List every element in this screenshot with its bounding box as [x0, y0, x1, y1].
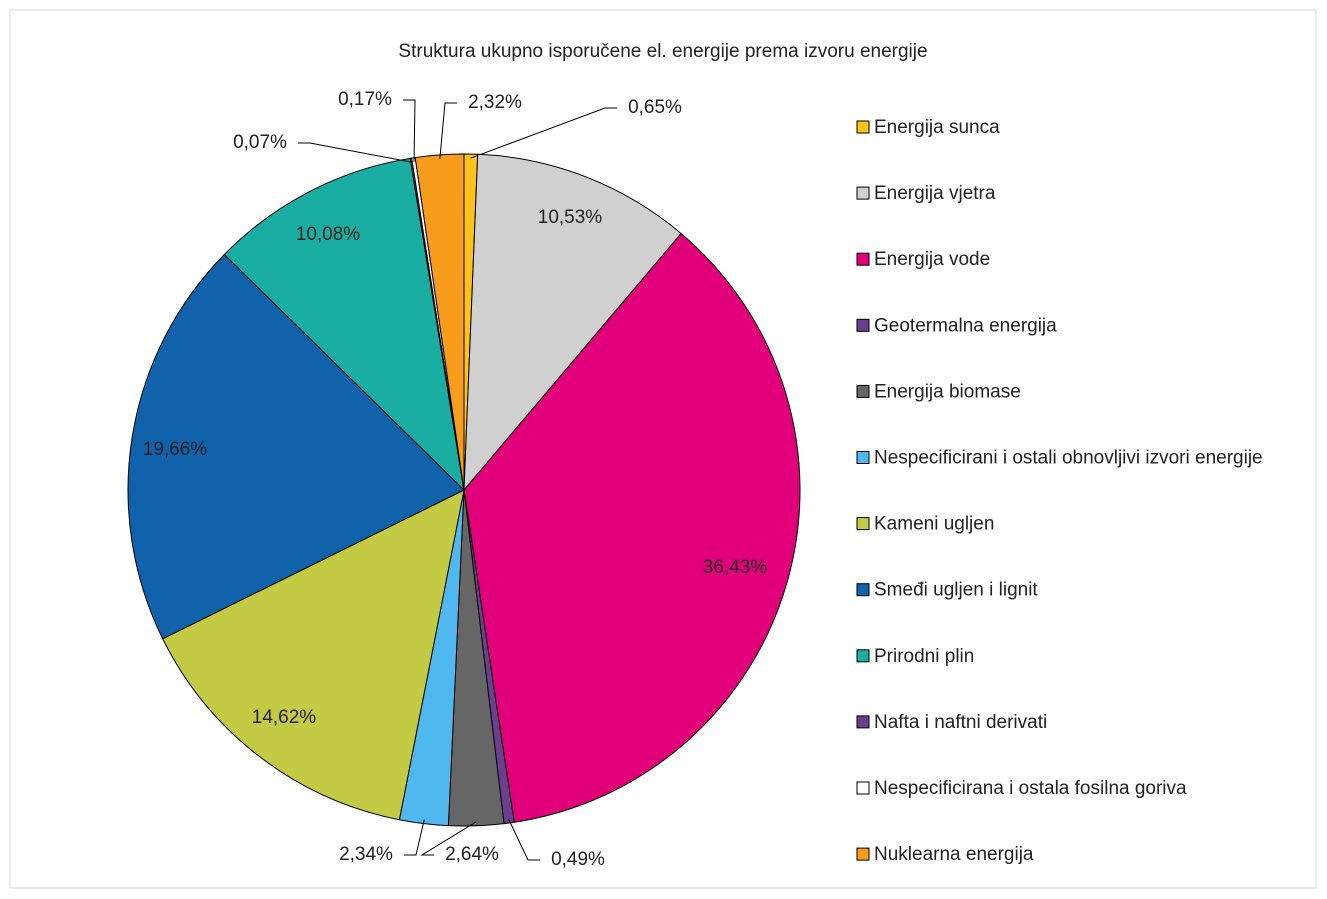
legend-label: Energija biomase	[874, 381, 1021, 402]
legend-label: Energija vjetra	[874, 183, 996, 204]
leader-line	[508, 818, 540, 861]
data-label: 19,66%	[143, 439, 208, 460]
data-label: 36,43%	[703, 557, 768, 578]
data-label: 2,64%	[445, 844, 499, 865]
legend-swatch	[856, 451, 870, 464]
pie-slice	[463, 153, 682, 492]
legend-label: Energija vode	[874, 249, 990, 270]
leader-line	[404, 819, 425, 856]
data-label: 10,53%	[538, 207, 603, 228]
legend-label: Geotermalna energija	[874, 315, 1057, 336]
pie-slice	[127, 253, 465, 640]
leader-line	[439, 102, 457, 159]
pie-slice	[223, 157, 465, 492]
legend-label: Nespecificirani i ostali obnovljivi izvo…	[874, 448, 1263, 469]
legend-swatch	[856, 781, 870, 795]
data-label: 2,32%	[468, 92, 522, 113]
pie-slice	[414, 153, 465, 491]
legend-label: Nuklearna energija	[874, 844, 1034, 865]
legend-label: Energija sunca	[874, 117, 1000, 138]
data-label: 10,08%	[296, 224, 361, 245]
leader-line	[298, 142, 412, 163]
data-label: 2,34%	[339, 844, 393, 865]
legend-swatch	[856, 384, 870, 398]
legend-swatch	[856, 186, 870, 200]
data-label: 0,49%	[551, 849, 605, 870]
legend-label: Nespecificirana i ostala fosilna goriva	[874, 778, 1187, 799]
legend-label: Prirodni plin	[874, 646, 974, 667]
legend-label: Smeđi ugljen i lignit	[874, 580, 1038, 601]
pie-slice	[463, 232, 801, 823]
leader-line	[420, 821, 477, 856]
leader-line	[403, 99, 416, 162]
data-label: 0,07%	[233, 132, 287, 153]
legend-swatch	[856, 120, 870, 134]
chart-title: Struktura ukupno isporučene el. energije…	[398, 41, 927, 62]
legend-swatch	[856, 715, 870, 729]
legend-swatch	[856, 583, 870, 597]
data-label: 0,65%	[628, 97, 682, 118]
data-label: 14,62%	[252, 707, 317, 728]
legend-swatch	[856, 649, 870, 663]
legend-label: Kameni ugljen	[874, 514, 994, 535]
data-label: 0,17%	[338, 89, 392, 110]
leader-line	[470, 107, 617, 159]
pie-slice	[162, 489, 465, 821]
legend-swatch	[856, 252, 870, 266]
legend-swatch	[856, 847, 870, 861]
legend-swatch	[856, 517, 870, 531]
legend-swatch	[856, 318, 870, 332]
legend-label: Nafta i naftni derivati	[874, 712, 1047, 733]
